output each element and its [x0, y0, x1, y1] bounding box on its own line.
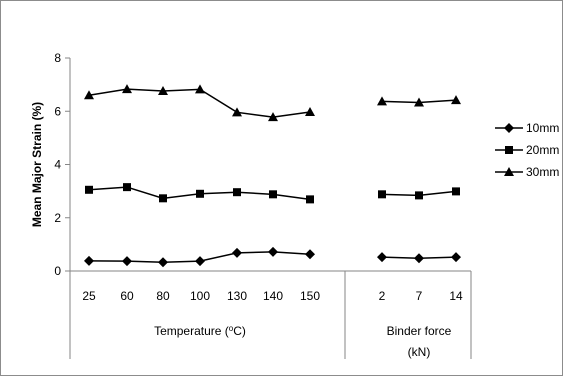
y-axis-label: Mean Major Strain (%)	[30, 102, 44, 227]
y-tick-label: 4	[54, 158, 61, 172]
data-point-20mm	[159, 194, 167, 203]
data-point-20mm	[415, 191, 423, 200]
x-tick-label: 7	[416, 289, 423, 303]
data-point-30mm	[377, 96, 387, 106]
data-point-20mm	[196, 189, 204, 198]
axes: 0 2 4 6 8 Mean Major Strain (%) 25 60 80 100 130 14…	[30, 51, 472, 359]
data-point-10mm	[122, 256, 132, 267]
data-point-20mm	[85, 185, 93, 194]
group-label-binder-force-unit: (kN)	[408, 345, 431, 359]
data-point-10mm	[232, 247, 242, 258]
group-label-temperature: Temperature (oC)	[154, 324, 246, 339]
group-label-binder-force: Binder force	[387, 324, 452, 338]
data-point-10mm	[268, 246, 278, 257]
x-tick-label: 60	[120, 289, 134, 303]
data-point-30mm	[122, 84, 132, 94]
y-tick-label: 6	[54, 104, 61, 118]
data-point-20mm	[269, 190, 277, 199]
data-point-10mm	[451, 252, 461, 263]
legend-label: 30mm	[526, 165, 559, 179]
data-point-10mm	[84, 255, 94, 266]
data-point-20mm	[123, 183, 131, 192]
x-tick-label: 140	[263, 289, 283, 303]
data-point-30mm	[305, 107, 315, 117]
legend-item-30mm: 30mm	[495, 165, 559, 179]
y-tick-label: 8	[54, 51, 61, 65]
data-point-10mm	[377, 252, 387, 263]
x-tick-label: 150	[300, 289, 320, 303]
series-30mm	[84, 84, 461, 122]
data-point-10mm	[305, 249, 315, 260]
x-tick-label: 130	[227, 289, 247, 303]
data-point-10mm	[158, 257, 168, 268]
data-point-30mm	[268, 112, 278, 122]
data-point-10mm	[195, 256, 205, 267]
legend: 10mm 20mm 30mm	[495, 121, 559, 179]
legend-label: 20mm	[526, 143, 559, 157]
y-tick-label: 2	[54, 211, 61, 225]
y-tick-label: 0	[54, 264, 61, 278]
x-tick-label: 2	[379, 289, 386, 303]
data-point-20mm	[233, 188, 241, 197]
data-point-30mm	[232, 107, 242, 117]
plot-area	[84, 84, 461, 268]
series-20mm	[85, 183, 460, 204]
x-tick-label: 100	[190, 289, 210, 303]
legend-item-20mm: 20mm	[495, 143, 559, 157]
data-point-30mm	[84, 90, 94, 100]
data-point-30mm	[158, 86, 168, 96]
x-tick-label: 80	[156, 289, 170, 303]
data-point-20mm	[452, 187, 460, 196]
legend-item-10mm: 10mm	[495, 121, 559, 135]
series-10mm	[84, 246, 461, 268]
x-tick-label: 25	[82, 289, 96, 303]
data-point-20mm	[306, 195, 314, 204]
data-point-20mm	[378, 190, 386, 199]
legend-label: 10mm	[526, 121, 559, 135]
data-point-30mm	[414, 97, 424, 107]
data-point-30mm	[195, 84, 205, 94]
x-tick-label: 14	[449, 289, 463, 303]
legend-marker-triangle	[504, 167, 514, 176]
legend-marker-diamond	[504, 123, 514, 133]
data-point-30mm	[451, 95, 461, 105]
legend-marker-square	[505, 146, 513, 154]
data-point-10mm	[414, 253, 424, 264]
